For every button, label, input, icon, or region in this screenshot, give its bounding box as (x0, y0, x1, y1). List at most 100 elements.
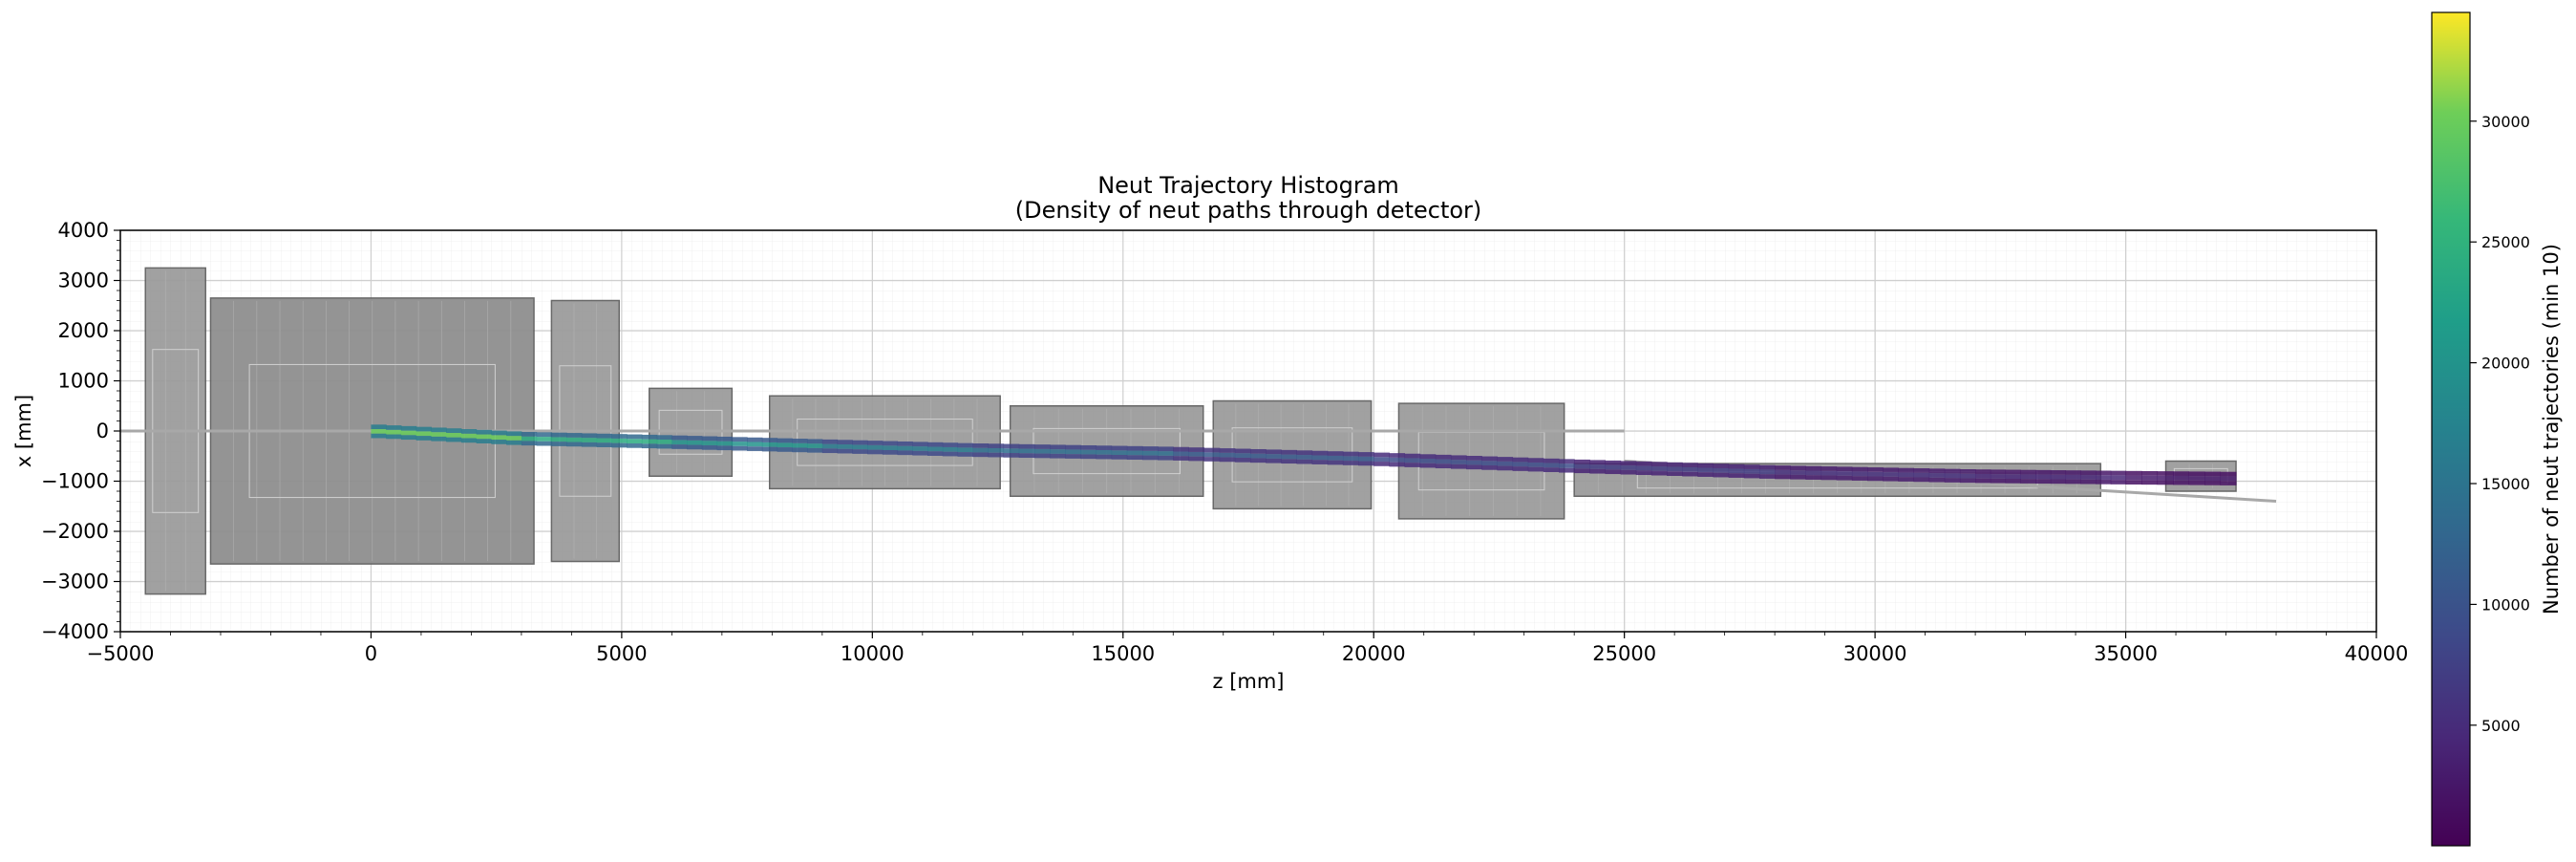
heatmap-cell (1589, 460, 1606, 465)
heatmap-cell (821, 443, 839, 449)
heatmap-cell (687, 444, 703, 450)
heatmap-cell (1358, 461, 1374, 466)
heatmap-cell (1743, 464, 1760, 469)
heatmap-cell (446, 437, 462, 442)
heatmap-cell (942, 442, 959, 447)
heatmap-cell (1959, 473, 1976, 479)
heatmap-cell (1342, 451, 1359, 457)
heatmap-cell (1758, 474, 1776, 479)
heatmap-cell (1728, 473, 1745, 478)
heatmap-cell (566, 437, 583, 442)
heatmap-cell (536, 432, 552, 438)
y-tick-label: −4000 (41, 620, 109, 643)
heatmap-cell (761, 446, 778, 452)
heatmap-cell (1450, 463, 1467, 469)
heatmap-cell (687, 440, 703, 445)
heatmap-cell (1574, 459, 1590, 464)
heatmap-cell (1527, 458, 1544, 463)
heatmap-cell (1497, 465, 1514, 471)
heatmap-cell (1141, 455, 1159, 461)
heatmap-cell (521, 436, 538, 442)
heatmap-cell (1820, 470, 1838, 476)
heatmap-cell (716, 441, 733, 446)
heatmap-cell (701, 444, 718, 450)
colorbar-ticks: 5000 10000 15000 20000 25000 30000 (2470, 113, 2530, 735)
heatmap-cell (1219, 448, 1236, 453)
heatmap-cell (1867, 467, 1884, 472)
heatmap-cell (1373, 462, 1390, 466)
heatmap-cell (1820, 466, 1838, 471)
heatmap-cell (1527, 462, 1544, 467)
heatmap-cell (1327, 451, 1344, 456)
heatmap-cell (1404, 453, 1421, 459)
heatmap-cell (942, 451, 959, 457)
heatmap-cell (2050, 474, 2067, 480)
heatmap-cell (2005, 474, 2021, 480)
heatmap-cell (1342, 461, 1359, 465)
heatmap-cell (476, 429, 492, 435)
heatmap-cell (1033, 453, 1051, 459)
heatmap-cell (1126, 455, 1143, 461)
heatmap-cell (1805, 470, 1822, 476)
heatmap-cell (1990, 478, 2007, 484)
heatmap-cell (1898, 472, 1914, 478)
heatmap-cell (1419, 463, 1437, 468)
heatmap-cell (1944, 473, 1961, 479)
heatmap-cell (2110, 470, 2127, 476)
heatmap-cell (476, 434, 492, 440)
heatmap-cell (701, 441, 718, 445)
heatmap-cell (1389, 457, 1406, 463)
heatmap-cell (1080, 444, 1097, 450)
heatmap-cell (400, 430, 417, 436)
heatmap-cell (2065, 479, 2081, 485)
heatmap-cell (2096, 475, 2112, 480)
heatmap-cell (1682, 463, 1698, 468)
heatmap-cell (566, 442, 583, 447)
heatmap-cell (1713, 463, 1730, 468)
x-tick-label: −5000 (86, 642, 154, 665)
heatmap-cell (581, 438, 598, 442)
heatmap-cell (1959, 469, 1976, 474)
heatmap-cell (2005, 479, 2021, 484)
heatmap-cell (1867, 471, 1884, 477)
colorbar-gradient (2431, 11, 2471, 847)
heatmap-cell (641, 443, 658, 449)
heatmap-cell (807, 443, 823, 448)
heatmap-cell (927, 442, 944, 447)
heatmap-cell (641, 434, 658, 440)
heatmap-cell (1697, 467, 1714, 473)
heatmap-cell (1126, 445, 1143, 451)
heatmap-cell (581, 433, 598, 439)
heatmap-cell (2157, 471, 2174, 476)
y-tick-label: −3000 (41, 571, 109, 593)
x-axis-label: z [mm] (1213, 670, 1285, 693)
heatmap-cell (491, 435, 507, 441)
heatmap-cell (1667, 471, 1683, 476)
heatmap-cell (491, 430, 507, 436)
heatmap-cell (1697, 472, 1714, 477)
heatmap-cell (897, 445, 913, 451)
heatmap-cell (1450, 455, 1467, 461)
heatmap-cell (1635, 461, 1652, 466)
heatmap-cell (807, 439, 823, 444)
heatmap-cell (371, 429, 387, 434)
heatmap-cell (1111, 445, 1128, 451)
heatmap-cell (671, 444, 688, 449)
y-tick-label: −2000 (41, 520, 109, 543)
heatmap-cell (1512, 457, 1529, 463)
heatmap-cell (1311, 450, 1329, 456)
heatmap-cell (1327, 455, 1344, 461)
heatmap-cell (852, 444, 868, 450)
heatmap-cell (446, 432, 462, 438)
heatmap-cell (1003, 443, 1020, 449)
heatmap-cell (2050, 479, 2067, 485)
heatmap-cell (988, 448, 1005, 453)
heatmap-cell (1650, 462, 1668, 467)
heatmap-cell (536, 437, 552, 442)
heatmap-cell (942, 446, 959, 452)
heatmap-cell (1836, 471, 1853, 476)
heatmap-cell (2141, 480, 2159, 485)
heatmap-cell (1173, 446, 1189, 452)
heatmap-cell (671, 440, 688, 445)
